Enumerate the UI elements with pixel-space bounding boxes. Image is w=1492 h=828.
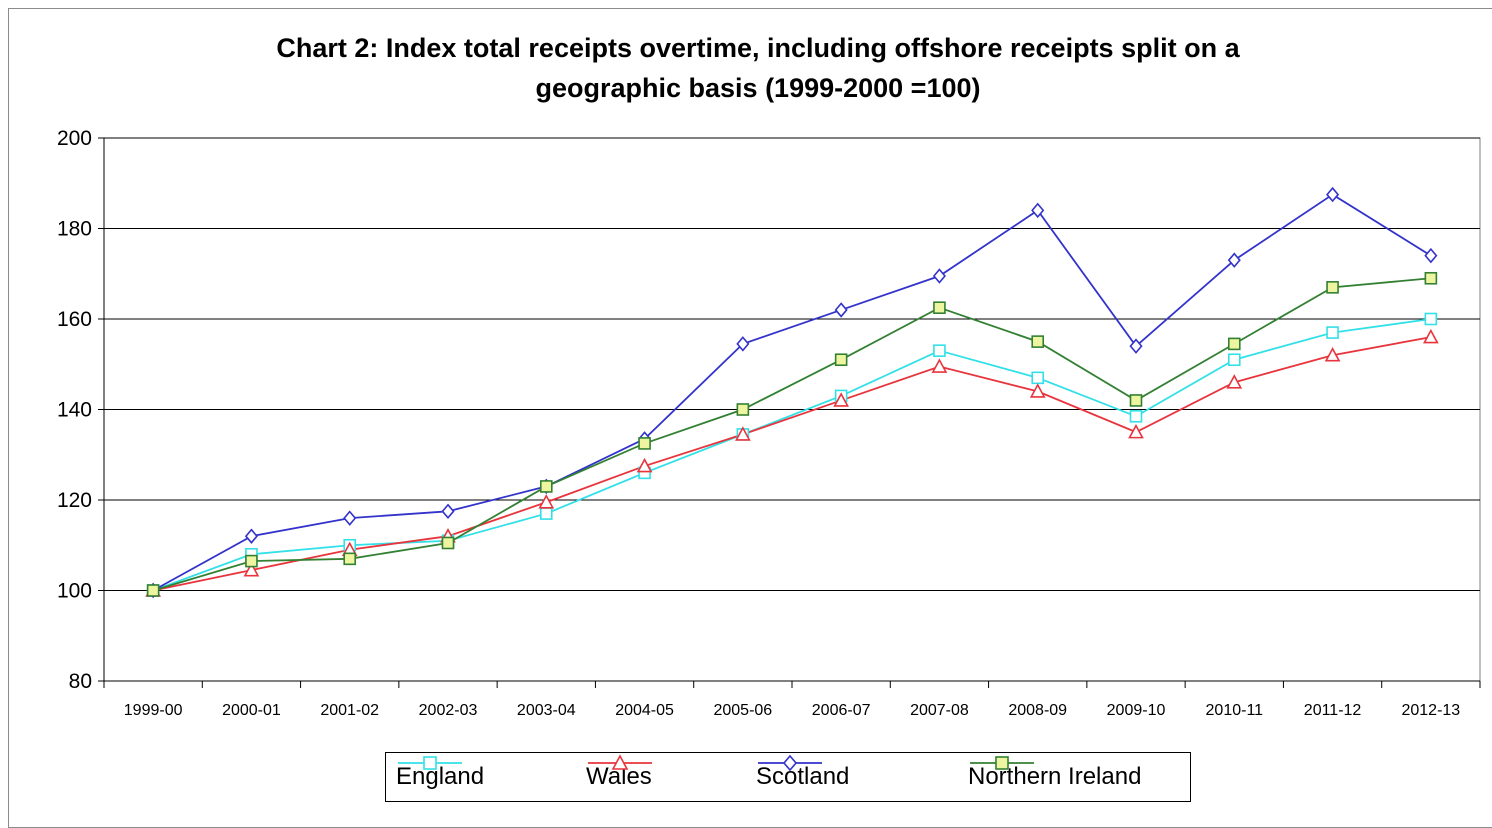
line-chart: 80 100 120 140 160 180 200 1999-00 2000-01 2001-0… — [57, 127, 1481, 719]
series-line-northern-ireland — [152, 277, 1431, 592]
legend-swatch-wales — [588, 754, 652, 770]
y-tick-label: 120 — [57, 489, 92, 512]
legend-item-scotland: Scotland — [756, 753, 849, 801]
data-point-wales — [1226, 374, 1243, 389]
chart-title: Chart 2: Index total receipts overtime, … — [0, 28, 1492, 108]
x-tick-label: 2009-10 — [1107, 702, 1166, 719]
legend-item-wales: Wales — [586, 753, 652, 801]
y-tick-label: 200 — [57, 127, 92, 150]
x-tick-label: 2000-01 — [222, 702, 281, 719]
data-point-wales — [636, 457, 653, 473]
data-point-wales — [833, 392, 849, 407]
data-point-scotland — [1129, 338, 1143, 354]
x-tick-label: 2012-13 — [1401, 702, 1460, 719]
x-tick-label: 2002-03 — [419, 702, 478, 719]
data-point-england — [1326, 326, 1339, 339]
data-point-northern-ireland — [1031, 335, 1045, 348]
series-line-scotland — [152, 193, 1432, 592]
chart-legend: England Wales Scotland Northern Ireland — [385, 752, 1191, 802]
data-point-scotland — [932, 268, 946, 284]
data-point-northern-ireland — [1424, 271, 1438, 285]
data-point-england — [933, 344, 946, 357]
data-point-england — [1129, 409, 1143, 423]
x-tick-label: 2011-12 — [1304, 702, 1362, 719]
data-point-northern-ireland — [539, 480, 553, 493]
data-point-northern-ireland — [736, 403, 750, 416]
data-point-northern-ireland — [1129, 394, 1143, 407]
legend-label-england: England — [396, 763, 485, 790]
x-tick-label: 2010-11 — [1206, 702, 1264, 719]
data-point-wales — [931, 358, 948, 373]
y-tick-label: 180 — [57, 218, 92, 241]
data-point-scotland — [834, 302, 848, 318]
data-point-northern-ireland — [343, 552, 357, 566]
data-point-england — [539, 507, 553, 520]
series-line-england — [152, 318, 1431, 592]
series-line-wales — [152, 336, 1432, 592]
y-tick-label: 100 — [57, 580, 92, 603]
data-point-northern-ireland — [1227, 337, 1241, 351]
data-point-northern-ireland — [146, 584, 160, 597]
x-tick-label: 1999-00 — [124, 702, 183, 719]
data-point-scotland — [441, 503, 455, 520]
chart-title-line-2: geographic basis (1999-2000 =100) — [535, 73, 981, 103]
data-point-wales — [538, 494, 555, 509]
x-tick-label: 2007-08 — [910, 702, 969, 719]
y-tick-label: 140 — [57, 399, 92, 422]
data-point-northern-ireland — [638, 437, 651, 450]
data-point-england — [1424, 312, 1438, 326]
data-point-wales — [1324, 347, 1341, 362]
legend-label-scotland: Scotland — [756, 763, 850, 790]
x-tick-label: 2003-04 — [517, 702, 576, 719]
data-point-wales — [735, 426, 751, 441]
data-point-scotland — [1227, 252, 1241, 268]
data-point-wales — [243, 561, 260, 577]
y-tick-label: 160 — [57, 308, 92, 331]
data-point-northern-ireland — [441, 536, 455, 550]
data-point-scotland — [244, 528, 258, 544]
x-tick-label: 2001-02 — [320, 702, 379, 719]
data-point-northern-ireland — [834, 353, 848, 367]
legend-item-england: England — [396, 753, 484, 801]
chart-title-line-1: Chart 2: Index total receipts overtime, … — [276, 33, 1240, 63]
data-point-scotland — [1424, 247, 1438, 264]
data-point-wales — [1423, 328, 1439, 344]
legend-item-northern-ireland: Northern Ireland — [968, 753, 1141, 801]
data-point-northern-ireland — [245, 554, 258, 568]
data-point-scotland — [736, 336, 750, 352]
data-point-scotland — [343, 510, 357, 526]
legend-swatch-scotland — [758, 754, 822, 772]
data-point-scotland — [1326, 186, 1340, 203]
legend-swatch-northern-ireland — [970, 756, 1034, 770]
data-point-england — [1031, 371, 1045, 385]
data-point-northern-ireland — [933, 301, 946, 314]
data-point-wales — [1128, 423, 1144, 439]
x-tick-label: 2004-05 — [615, 702, 674, 719]
data-point-england — [1227, 353, 1241, 367]
x-tick-label: 2006-07 — [812, 702, 871, 719]
x-tick-label: 2005-06 — [713, 702, 772, 719]
data-point-northern-ireland — [1326, 281, 1339, 294]
legend-swatch-england — [398, 756, 462, 770]
y-tick-label: 80 — [69, 670, 92, 693]
data-point-scotland — [1031, 202, 1045, 219]
data-point-wales — [1029, 383, 1046, 398]
x-tick-label: 2008-09 — [1008, 702, 1067, 719]
